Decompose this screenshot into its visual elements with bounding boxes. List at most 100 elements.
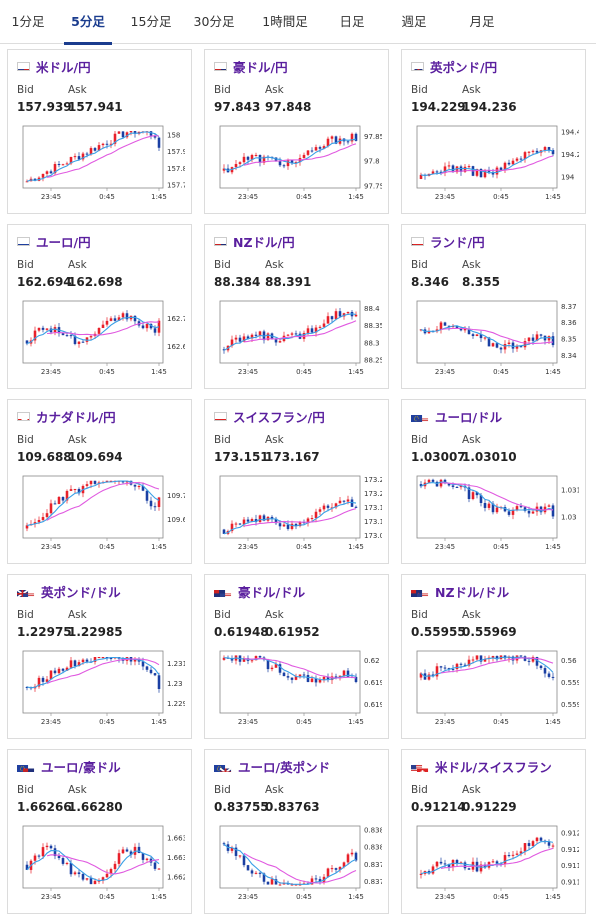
pair-link[interactable]: カナダドル/円 — [17, 408, 116, 425]
pair-card[interactable]: NZドル/ドルBidAsk0.559550.559690.560.55950.5… — [401, 574, 586, 739]
pair-card[interactable]: 英ポンド/円 Bid Ask 194.229 194.236 194.4 194.2 194 2… — [401, 49, 586, 214]
candle-body — [314, 878, 318, 880]
pair-link[interactable]: NZドル/ドル — [411, 583, 510, 600]
candle-body — [310, 518, 314, 520]
y-tick-label: 0.6195 — [364, 679, 382, 687]
candle-body — [471, 334, 475, 337]
y-tick-label: 0.911 — [561, 878, 579, 886]
candle-body — [451, 485, 455, 487]
candle-body — [334, 676, 338, 678]
pair-name[interactable]: 米ドル/円 — [36, 59, 91, 75]
tab-4[interactable]: 1時間足 — [262, 14, 308, 29]
candle-body — [246, 519, 250, 522]
candle-body — [354, 133, 358, 141]
bid-label: Bid — [214, 434, 231, 446]
x-tick-label: 23:45 — [238, 368, 258, 376]
pair-card[interactable]: ユーロ/ドル Bid Ask 1.03007 1.03010 1.031 1.03 23:45… — [401, 399, 586, 564]
candle-body — [539, 837, 543, 841]
candle-body — [282, 672, 286, 677]
pair-name[interactable]: 英ポンド/円 — [430, 59, 498, 75]
candle-body — [145, 490, 149, 501]
pair-name[interactable]: ユーロ/円 — [36, 234, 91, 250]
pair-card[interactable]: ランド/円 Bid Ask 8.346 8.355 8.37 8.36 8.35 8.34 23:… — [401, 224, 586, 389]
pair-link[interactable]: スイスフラン/円 — [214, 408, 325, 425]
candle-body — [274, 664, 278, 668]
pair-link[interactable]: ユーロ/ドル — [411, 408, 503, 425]
candle-body — [459, 328, 463, 331]
pair-name[interactable]: 英ポンド/ドル — [41, 584, 121, 600]
pair-name[interactable]: スイスフラン/円 — [233, 409, 325, 425]
bid-label: Bid — [214, 609, 231, 621]
ma-long-line — [440, 482, 554, 511]
candle-body — [290, 523, 294, 529]
y-tick-label: 8.37 — [561, 303, 577, 311]
tab-0[interactable]: 1分足 — [11, 14, 45, 29]
pair-name[interactable]: 豪ドル/円 — [233, 59, 288, 75]
pair-name[interactable]: 米ドル/スイスフラン — [435, 759, 552, 775]
candle-body — [495, 167, 499, 175]
pair-name[interactable]: 豪ドル/ドル — [238, 584, 306, 600]
candle-body — [266, 659, 270, 670]
pair-link[interactable]: 米ドル/スイスフラン — [411, 758, 552, 775]
pair-card[interactable]: ユーロ/英ポンドBidAsk0.837550.837630.83850.8380… — [204, 749, 389, 914]
x-tick-label: 1:45 — [348, 368, 364, 376]
pair-name[interactable]: ランド/円 — [430, 234, 485, 250]
candle-body — [77, 156, 81, 160]
y-tick-label: 1.231 — [167, 660, 185, 668]
candle-body — [129, 131, 133, 133]
candle-body — [101, 877, 105, 881]
pair-name[interactable]: ユーロ/ドル — [435, 409, 503, 425]
candle-body — [334, 503, 338, 508]
candle-body — [230, 339, 234, 346]
pair-card[interactable]: 英ポンド/ドル Bid Ask 1.22975 1.22985 1.231 1.23 1.22… — [7, 574, 192, 739]
pair-link[interactable]: ユーロ/英ポンド — [214, 758, 331, 775]
pair-card[interactable]: ユーロ/豪ドルBidAsk1.662661.662801.66351.6631.… — [7, 749, 192, 914]
candle-body — [507, 855, 511, 857]
tab-1[interactable]: 5分足 — [56, 0, 120, 45]
candle-body — [503, 343, 507, 350]
pair-link[interactable]: 豪ドル/円 — [214, 58, 288, 75]
pair-name[interactable]: ユーロ/豪ドル — [41, 759, 121, 775]
tab-7[interactable]: 月足 — [469, 14, 495, 29]
pair-link[interactable]: ユーロ/円 — [17, 233, 91, 250]
pair-name[interactable]: NZドル/円 — [233, 234, 295, 250]
pair-card[interactable]: カナダドル/円 Bid Ask 109.688 109.694 109.7 109.6 23:… — [7, 399, 192, 564]
pair-link[interactable]: 英ポンド/円 — [411, 58, 498, 75]
candle-body — [507, 511, 511, 515]
tab-2[interactable]: 15分足 — [130, 14, 172, 29]
pair-link[interactable]: 米ドル/円 — [17, 58, 91, 75]
candle-body — [157, 320, 161, 333]
pair-link[interactable]: ユーロ/豪ドル — [17, 758, 121, 775]
ask-value: 0.61952 — [265, 625, 320, 639]
pair-link[interactable]: NZドル/円 — [214, 233, 295, 250]
pair-link[interactable]: 豪ドル/ドル — [214, 583, 306, 600]
candle-body — [270, 516, 274, 519]
y-tick-label: 1.663 — [167, 854, 185, 862]
pair-card[interactable]: 豪ドル/円 Bid Ask 97.843 97.848 97.85 97.8 97.75 23:… — [204, 49, 389, 214]
candle-body — [479, 495, 483, 503]
pair-card[interactable]: ユーロ/円 Bid Ask 162.694 162.698 162.7 162.6 23:45… — [7, 224, 192, 389]
pair-name[interactable]: カナダドル/円 — [36, 409, 116, 425]
candle-body — [33, 855, 37, 861]
candle-body — [37, 677, 41, 687]
x-tick-label: 0:45 — [99, 543, 115, 551]
pair-card[interactable]: スイスフラン/円BidAsk173.151173.167173.25173.21… — [204, 399, 389, 564]
ma-long-line — [440, 847, 554, 869]
pair-link[interactable]: ランド/円 — [411, 233, 485, 250]
pair-card[interactable]: NZドル/円 Bid Ask 88.384 88.391 88.4 88.35 88.3 88.… — [204, 224, 389, 389]
tab-5[interactable]: 日足 — [339, 14, 365, 29]
pair-card[interactable]: 米ドル/スイスフランBidAsk0.912140.912290.91250.91… — [401, 749, 586, 914]
candle-body — [69, 335, 73, 337]
pair-name[interactable]: NZドル/ドル — [435, 584, 510, 600]
tab-3[interactable]: 30分足 — [193, 14, 235, 29]
candle-body — [326, 676, 330, 681]
candle-body — [507, 342, 511, 344]
x-tick-label: 0:45 — [296, 893, 312, 901]
tab-6[interactable]: 週足 — [401, 14, 427, 29]
y-tick-label: 157.7 — [167, 182, 185, 190]
pair-name[interactable]: ユーロ/英ポンド — [238, 759, 331, 775]
pair-link[interactable]: 英ポンド/ドル — [17, 583, 121, 600]
ma-short-line — [223, 843, 357, 885]
pair-card[interactable]: 米ドル/円 Bid Ask 157.939 157.941 158 157.9 157.8 15… — [7, 49, 192, 214]
